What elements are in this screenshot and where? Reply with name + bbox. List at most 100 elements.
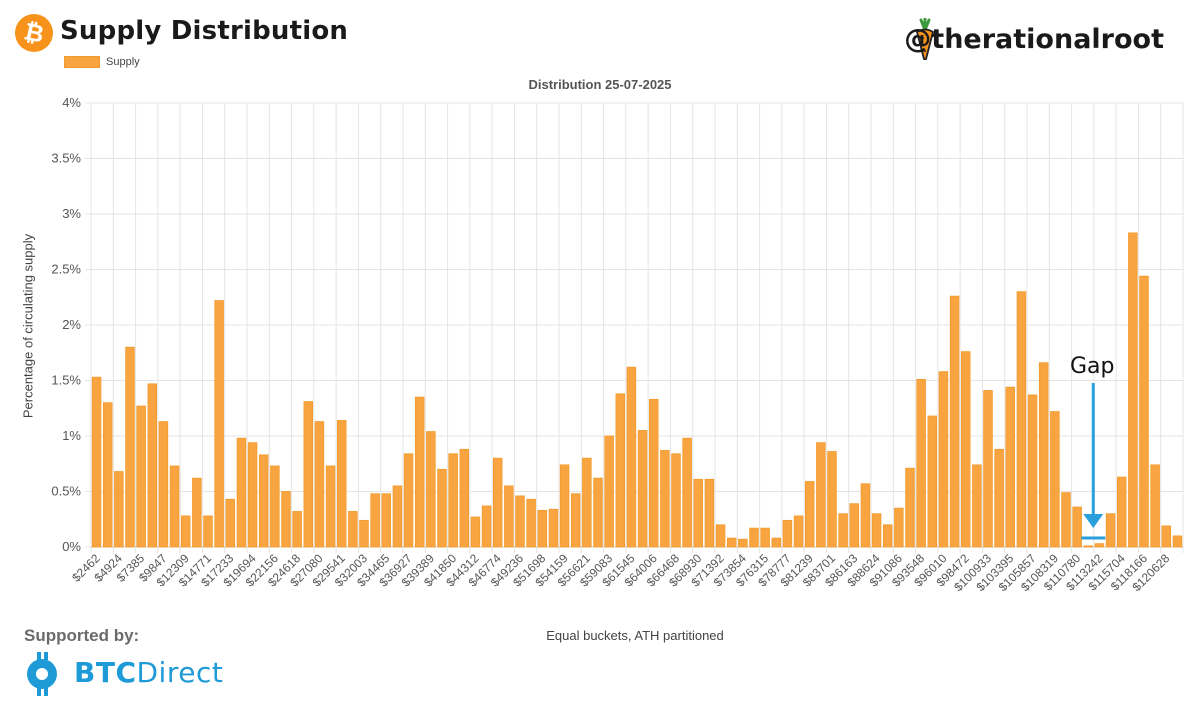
bar[interactable] xyxy=(938,371,949,548)
bar[interactable] xyxy=(303,401,314,548)
bar[interactable] xyxy=(314,421,325,548)
bar[interactable] xyxy=(760,527,770,548)
bar[interactable] xyxy=(715,524,726,548)
bar[interactable] xyxy=(180,515,191,548)
bar[interactable] xyxy=(860,483,871,548)
bar[interactable] xyxy=(637,430,648,548)
bar[interactable] xyxy=(983,390,993,548)
bar[interactable] xyxy=(726,537,737,548)
bar[interactable] xyxy=(671,453,681,548)
bar[interactable] xyxy=(437,468,447,548)
bar[interactable] xyxy=(1128,232,1138,548)
bar[interactable] xyxy=(804,481,815,548)
bar[interactable] xyxy=(1050,411,1060,548)
bar[interactable] xyxy=(292,511,302,548)
bar[interactable] xyxy=(192,477,202,548)
bar[interactable] xyxy=(1005,386,1016,548)
bar[interactable] xyxy=(325,465,336,548)
bar[interactable] xyxy=(1150,464,1160,548)
bar[interactable] xyxy=(949,295,960,548)
bar[interactable] xyxy=(871,513,882,548)
bar[interactable] xyxy=(459,448,470,548)
bar[interactable] xyxy=(247,442,258,548)
bar[interactable] xyxy=(370,493,380,548)
bar[interactable] xyxy=(414,396,425,548)
bar[interactable] xyxy=(359,519,369,548)
bar[interactable] xyxy=(515,495,525,548)
bar[interactable] xyxy=(693,478,704,548)
bar[interactable] xyxy=(994,448,1004,548)
bar[interactable] xyxy=(749,527,759,548)
bar[interactable] xyxy=(548,508,559,548)
bar[interactable] xyxy=(381,493,392,548)
bar[interactable] xyxy=(882,524,893,548)
bar[interactable] xyxy=(738,538,748,548)
bar[interactable] xyxy=(1105,513,1116,548)
bar[interactable] xyxy=(169,465,180,548)
bar[interactable] xyxy=(526,498,536,548)
bar[interactable] xyxy=(270,465,280,548)
author-handle[interactable]: @therationalroot xyxy=(904,24,1164,55)
bar[interactable] xyxy=(1016,291,1027,548)
bar[interactable] xyxy=(626,366,637,548)
bar[interactable] xyxy=(927,415,938,548)
bar[interactable] xyxy=(660,450,670,548)
bar[interactable] xyxy=(125,346,135,548)
bar[interactable] xyxy=(849,503,860,548)
bar[interactable] xyxy=(492,457,503,548)
bar[interactable] xyxy=(258,454,269,548)
bar[interactable] xyxy=(615,393,626,548)
bar[interactable] xyxy=(470,516,481,548)
bar[interactable] xyxy=(827,451,837,548)
bar[interactable] xyxy=(114,471,124,548)
bar[interactable] xyxy=(570,493,581,548)
bar[interactable] xyxy=(1172,535,1183,548)
bar[interactable] xyxy=(1139,275,1149,548)
bar[interactable] xyxy=(392,485,403,548)
bar[interactable] xyxy=(1161,525,1172,548)
bar[interactable] xyxy=(682,437,692,548)
bar[interactable] xyxy=(448,453,458,548)
sponsor-name[interactable]: BTCDirect xyxy=(74,656,223,689)
bar[interactable] xyxy=(214,300,224,548)
bar[interactable] xyxy=(582,457,592,548)
bar[interactable] xyxy=(782,519,793,548)
bar[interactable] xyxy=(225,498,236,548)
bar[interactable] xyxy=(816,442,826,548)
bar[interactable] xyxy=(158,421,169,548)
bar[interactable] xyxy=(704,478,715,548)
bar[interactable] xyxy=(102,402,113,548)
bar[interactable] xyxy=(894,507,904,548)
bar[interactable] xyxy=(972,464,982,548)
bar[interactable] xyxy=(593,477,603,548)
bar[interactable] xyxy=(793,515,804,548)
bar[interactable] xyxy=(236,437,247,548)
bar[interactable] xyxy=(348,511,358,548)
bar[interactable] xyxy=(426,431,436,548)
bar[interactable] xyxy=(403,453,414,548)
bar[interactable] xyxy=(1083,545,1094,548)
bar[interactable] xyxy=(537,509,548,548)
chart-legend[interactable]: Supply xyxy=(64,56,140,68)
bar[interactable] xyxy=(1094,543,1105,548)
bar[interactable] xyxy=(147,383,158,548)
bar[interactable] xyxy=(838,513,848,548)
bar[interactable] xyxy=(1061,492,1071,548)
bar[interactable] xyxy=(648,398,659,548)
bar[interactable] xyxy=(136,405,146,548)
bar[interactable] xyxy=(336,420,347,548)
bar[interactable] xyxy=(1038,362,1049,548)
bar[interactable] xyxy=(1116,476,1127,548)
bar[interactable] xyxy=(203,515,213,548)
bar[interactable] xyxy=(604,435,614,548)
bar[interactable] xyxy=(960,351,971,548)
bar[interactable] xyxy=(91,376,102,548)
bar[interactable] xyxy=(916,378,926,548)
bar[interactable] xyxy=(559,464,570,548)
bar[interactable] xyxy=(1027,394,1038,548)
bar[interactable] xyxy=(1072,506,1082,548)
bar[interactable] xyxy=(905,467,915,548)
bar[interactable] xyxy=(281,491,291,548)
bar[interactable] xyxy=(504,485,514,548)
bar[interactable] xyxy=(481,505,492,548)
